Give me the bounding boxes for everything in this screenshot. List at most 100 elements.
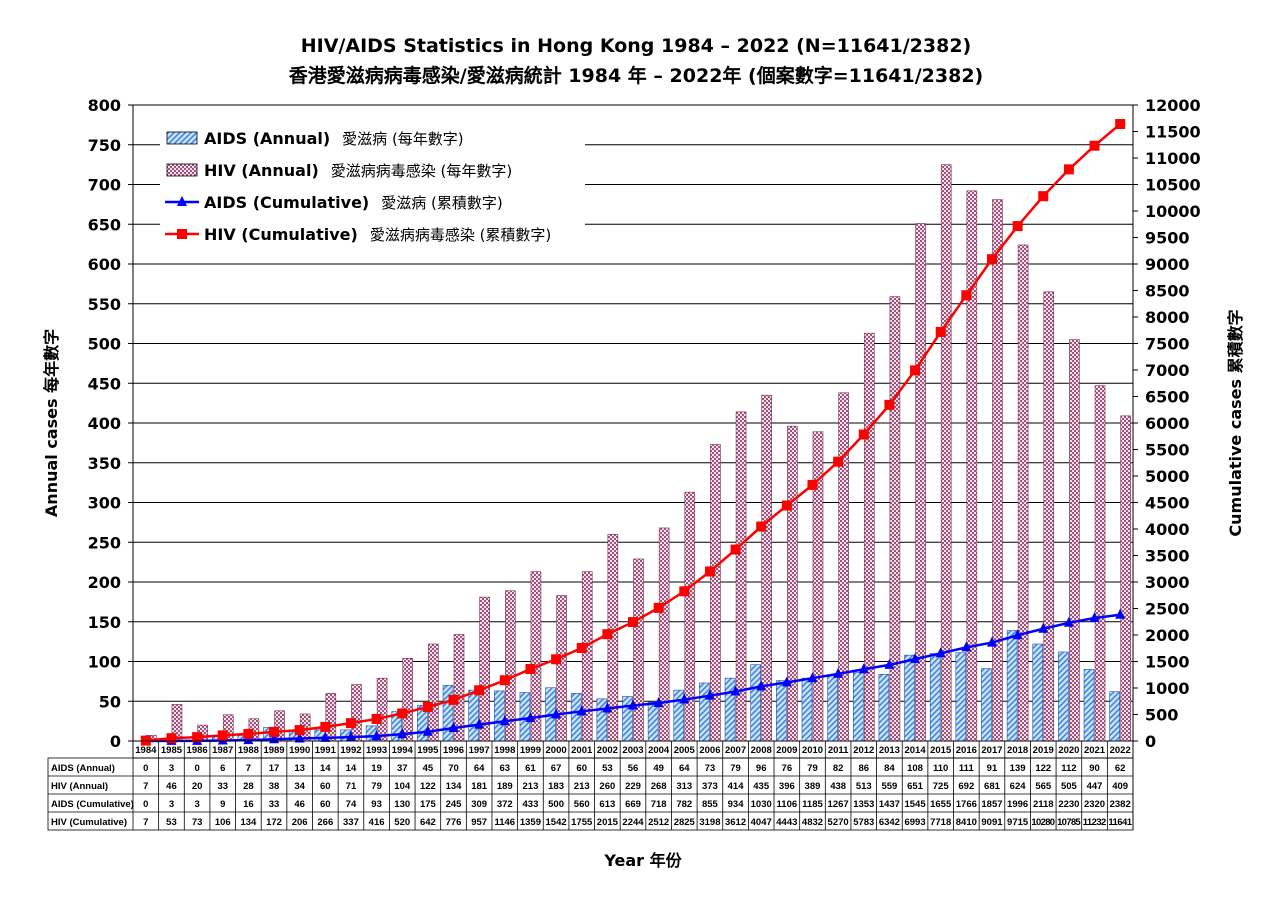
y-tick-label-right: 7500 (1145, 335, 1190, 354)
table-cell: 108 (907, 763, 923, 774)
marker-aids-cumulative (807, 672, 818, 683)
table-cell: 1353 (853, 799, 874, 810)
x-tick-label: 2020 (1058, 745, 1079, 756)
table-cell: 957 (471, 817, 487, 828)
x-tick-label: 2016 (956, 745, 977, 756)
table-cell: 3 (169, 763, 174, 774)
bar-aids-annual (622, 696, 633, 742)
table-cell: 213 (574, 781, 590, 792)
bar-hiv-annual (556, 595, 567, 742)
table-cell: 416 (369, 817, 385, 828)
table-cell: 447 (1087, 781, 1103, 792)
table-cell: 266 (317, 817, 333, 828)
table-cell: 6342 (879, 817, 900, 828)
bar-aids-annual (878, 673, 890, 742)
bar-hiv-annual (1094, 385, 1106, 742)
table-cell: 63 (500, 763, 511, 774)
x-axis-label: Year 年份 (603, 851, 682, 870)
y-tick-label-left: 750 (88, 136, 121, 155)
table-cell: 1655 (930, 799, 952, 810)
table-cell: 20 (192, 781, 203, 792)
table-cell: 82 (833, 763, 844, 774)
marker-aids-cumulative (397, 728, 408, 739)
table-cell: 17 (269, 763, 280, 774)
marker-hiv-cumulative (422, 701, 433, 712)
bar-aids-annual (596, 698, 608, 742)
table-cell: 0 (143, 799, 148, 810)
marker-aids-cumulative (1089, 612, 1100, 623)
y-tick-label-right: 5000 (1145, 467, 1190, 486)
bar-aids-annual (750, 664, 762, 742)
marker-aids-cumulative (833, 667, 844, 678)
table-cell: 560 (574, 799, 590, 810)
table-cell: 90 (1089, 763, 1100, 774)
marker-aids-cumulative (499, 715, 510, 726)
table-cell: 7718 (930, 817, 951, 828)
table-cell: 1437 (879, 799, 900, 810)
marker-hiv-cumulative (576, 642, 587, 653)
legend-swatch (166, 131, 198, 145)
table-cell: 76 (782, 763, 793, 774)
table-cell: 337 (343, 817, 359, 828)
table-cell: 9091 (981, 817, 1003, 828)
x-tick-label: 1988 (238, 745, 259, 756)
y-tick-label-right: 500 (1145, 706, 1178, 725)
table-cell: 2230 (1058, 799, 1079, 810)
marker-hiv-cumulative (397, 708, 408, 719)
y-tick-label-left: 0 (110, 732, 121, 751)
table-cell: 14 (320, 763, 331, 774)
table-cell: 45 (423, 763, 434, 774)
x-tick-label: 2006 (699, 745, 720, 756)
y-tick-label-right: 0 (1145, 732, 1156, 751)
table-cell: 71 (346, 781, 357, 792)
marker-hiv-cumulative (499, 675, 510, 686)
x-tick-label: 2014 (904, 745, 926, 756)
table-cell: 1030 (751, 799, 772, 810)
x-tick-label: 1993 (366, 745, 387, 756)
y-tick-label-left: 800 (88, 96, 121, 115)
bar-hiv-annual (684, 491, 696, 742)
table-cell: 2320 (1084, 799, 1105, 810)
marker-hiv-cumulative (1115, 119, 1126, 130)
y-tick-label-right: 5500 (1145, 441, 1190, 460)
marker-hiv-cumulative (1063, 164, 1074, 175)
bar-hiv-annual (1017, 244, 1029, 742)
y-tick-label-left: 250 (88, 533, 121, 552)
bar-hiv-annual (863, 332, 875, 742)
table-cell: 5270 (828, 817, 849, 828)
table-cell: 106 (215, 817, 231, 828)
y-tick-label-left: 200 (88, 573, 121, 592)
x-tick-label: 1995 (417, 745, 439, 756)
y-tick-label-left: 500 (88, 335, 121, 354)
table-cell: 642 (420, 817, 436, 828)
bar-aids-annual (1058, 651, 1069, 742)
y-tick-label-left: 350 (88, 454, 121, 473)
table-cell: 409 (1112, 781, 1128, 792)
bar-aids-annual (442, 685, 454, 742)
table-cell: 520 (394, 817, 410, 828)
marker-hiv-cumulative (986, 254, 997, 265)
table-cell: 513 (856, 781, 872, 792)
table-cell: 651 (907, 781, 924, 792)
marker-hiv-cumulative (551, 654, 562, 665)
table-cell: 79 (730, 763, 741, 774)
table-cell: 86 (858, 763, 869, 774)
y-tick-label-right: 7000 (1145, 361, 1190, 380)
table-cell: 6 (220, 763, 225, 774)
table-cell: 10785 (1057, 817, 1081, 828)
table-cell: 725 (933, 781, 950, 792)
table-cell: 91 (987, 763, 998, 774)
marker-hiv-cumulative (628, 617, 638, 628)
x-tick-label: 2012 (853, 745, 874, 756)
legend-square-marker (177, 229, 187, 239)
table-cell: 56 (628, 763, 639, 774)
table-cell: 61 (525, 763, 536, 774)
bar-aids-annual (852, 672, 864, 742)
bar-hiv-annual (581, 571, 593, 742)
marker-hiv-cumulative (602, 629, 613, 640)
table-cell: 855 (702, 799, 719, 810)
marker-aids-cumulative (345, 731, 356, 742)
y-tick-label-right: 8000 (1145, 308, 1190, 327)
table-cell: 0 (143, 763, 148, 774)
